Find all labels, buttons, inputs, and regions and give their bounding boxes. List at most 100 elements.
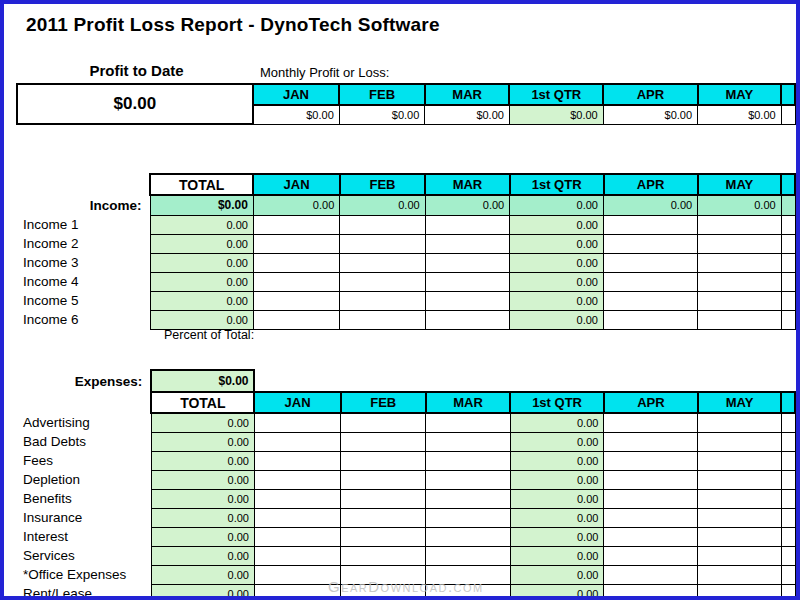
income-qtr-cell[interactable]: 0.00	[510, 310, 604, 329]
income-qtr-cell[interactable]: 0.00	[510, 291, 604, 310]
empty-month-cell[interactable]	[426, 489, 510, 508]
empty-month-cell[interactable]	[340, 272, 425, 291]
empty-month-cell[interactable]	[425, 310, 510, 329]
empty-month-cell[interactable]	[698, 291, 781, 310]
expense-qtr-cell[interactable]: 0.00	[510, 451, 604, 470]
income-qtr-cell[interactable]: 0.00	[510, 253, 604, 272]
empty-month-cell[interactable]	[341, 413, 426, 432]
empty-month-cell[interactable]	[426, 508, 510, 527]
monthly-profit-cell[interactable]: $0.00	[253, 105, 340, 124]
empty-month-cell[interactable]	[604, 565, 698, 584]
income-month-total-cell[interactable]: 0.00	[340, 195, 425, 215]
expense-qtr-cell[interactable]: 0.00	[510, 546, 604, 565]
income-total-cell[interactable]: 0.00	[150, 291, 253, 310]
empty-month-cell[interactable]	[254, 546, 340, 565]
empty-month-cell[interactable]	[340, 234, 425, 253]
empty-month-cell[interactable]	[340, 253, 425, 272]
expense-qtr-cell[interactable]: 0.00	[510, 527, 604, 546]
empty-month-cell[interactable]	[254, 508, 340, 527]
empty-month-cell[interactable]	[604, 527, 698, 546]
empty-month-cell[interactable]	[253, 215, 339, 234]
empty-month-cell[interactable]	[604, 451, 698, 470]
empty-month-cell[interactable]	[604, 470, 698, 489]
empty-month-cell[interactable]	[698, 508, 781, 527]
empty-month-cell[interactable]	[698, 546, 781, 565]
empty-month-cell[interactable]	[426, 413, 510, 432]
empty-month-cell[interactable]	[698, 253, 781, 272]
expense-qtr-cell[interactable]: 0.00	[510, 565, 604, 584]
income-qtr-cell[interactable]: 0.00	[510, 272, 604, 291]
empty-month-cell[interactable]	[426, 546, 510, 565]
empty-month-cell[interactable]	[341, 546, 426, 565]
empty-month-cell[interactable]	[425, 272, 510, 291]
expense-qtr-cell[interactable]: 0.00	[510, 584, 604, 600]
profit-to-date-value-cell[interactable]: $0.00	[17, 84, 253, 124]
expense-qtr-cell[interactable]: 0.00	[510, 470, 604, 489]
expense-qtr-cell[interactable]: 0.00	[510, 508, 604, 527]
income-qtr-cell[interactable]: 0.00	[510, 234, 604, 253]
empty-month-cell[interactable]	[425, 215, 510, 234]
empty-month-cell[interactable]	[426, 470, 510, 489]
empty-month-cell[interactable]	[253, 253, 339, 272]
empty-month-cell[interactable]	[604, 291, 698, 310]
empty-month-cell[interactable]	[698, 489, 781, 508]
empty-month-cell[interactable]	[604, 413, 698, 432]
empty-month-cell[interactable]	[254, 489, 340, 508]
empty-month-cell[interactable]	[604, 310, 698, 329]
empty-month-cell[interactable]	[425, 253, 510, 272]
income-total-cell[interactable]: 0.00	[150, 253, 253, 272]
expense-qtr-cell[interactable]: 0.00	[510, 489, 604, 508]
empty-month-cell[interactable]	[698, 470, 781, 489]
empty-month-cell[interactable]	[341, 508, 426, 527]
empty-month-cell[interactable]	[698, 310, 781, 329]
empty-month-cell[interactable]	[340, 310, 425, 329]
expense-total-cell[interactable]: 0.00	[151, 432, 254, 451]
empty-month-cell[interactable]	[604, 508, 698, 527]
expense-total-cell[interactable]: 0.00	[151, 451, 254, 470]
income-month-total-cell[interactable]: 0.00	[253, 195, 339, 215]
expense-total-cell[interactable]: 0.00	[151, 546, 254, 565]
income-total-cell[interactable]: 0.00	[150, 215, 253, 234]
empty-month-cell[interactable]	[253, 272, 339, 291]
empty-month-cell[interactable]	[425, 291, 510, 310]
empty-month-cell[interactable]	[341, 527, 426, 546]
empty-month-cell[interactable]	[341, 451, 426, 470]
empty-month-cell[interactable]	[604, 272, 698, 291]
expense-qtr-cell[interactable]: 0.00	[510, 413, 604, 432]
empty-month-cell[interactable]	[698, 565, 781, 584]
empty-month-cell[interactable]	[698, 234, 781, 253]
empty-month-cell[interactable]	[698, 527, 781, 546]
empty-month-cell[interactable]	[698, 584, 781, 600]
empty-month-cell[interactable]	[698, 432, 781, 451]
empty-month-cell[interactable]	[341, 470, 426, 489]
expense-total-cell[interactable]: 0.00	[151, 470, 254, 489]
empty-month-cell[interactable]	[426, 432, 510, 451]
empty-month-cell[interactable]	[698, 215, 781, 234]
empty-month-cell[interactable]	[341, 432, 426, 451]
expense-total-cell[interactable]: 0.00	[151, 489, 254, 508]
monthly-profit-cell[interactable]: $0.00	[339, 105, 425, 124]
empty-month-cell[interactable]	[604, 584, 698, 600]
empty-month-cell[interactable]	[254, 470, 340, 489]
empty-month-cell[interactable]	[253, 234, 339, 253]
income-grand-total-cell[interactable]: $0.00	[150, 195, 253, 215]
empty-month-cell[interactable]	[604, 489, 698, 508]
expense-qtr-cell[interactable]: 0.00	[510, 432, 604, 451]
empty-month-cell[interactable]	[254, 527, 340, 546]
empty-month-cell[interactable]	[426, 451, 510, 470]
empty-month-cell[interactable]	[340, 291, 425, 310]
empty-month-cell[interactable]	[425, 234, 510, 253]
income-total-cell[interactable]: 0.00	[150, 310, 253, 329]
monthly-profit-cell[interactable]: $0.00	[603, 105, 697, 124]
income-month-total-cell[interactable]: 0.00	[425, 195, 510, 215]
empty-month-cell[interactable]	[698, 413, 781, 432]
empty-month-cell[interactable]	[254, 451, 340, 470]
expenses-grand-total-cell[interactable]: $0.00	[151, 370, 254, 392]
monthly-profit-qtr-cell[interactable]: $0.00	[509, 105, 603, 124]
expense-total-cell[interactable]: 0.00	[151, 584, 254, 600]
empty-month-cell[interactable]	[604, 546, 698, 565]
monthly-profit-cell[interactable]: $0.00	[425, 105, 510, 124]
empty-month-cell[interactable]	[698, 272, 781, 291]
empty-month-cell[interactable]	[604, 432, 698, 451]
empty-month-cell[interactable]	[698, 451, 781, 470]
